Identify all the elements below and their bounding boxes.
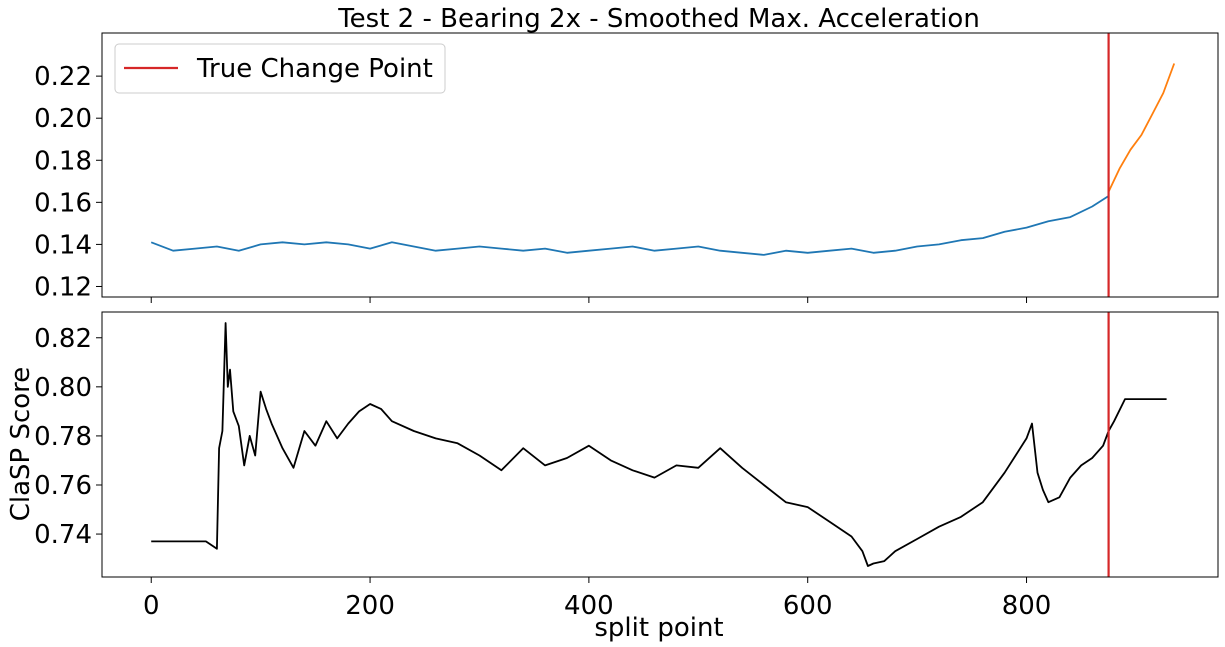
top-series-line-1	[1107, 63, 1176, 193]
bottom-x-tick-label: 400	[564, 591, 614, 621]
legend-label: True Change Point	[196, 54, 433, 84]
bottom-x-ticks: 0 200 400 600 800	[143, 577, 1051, 621]
top-y-tick-label: 0.16	[34, 188, 92, 218]
top-y-ticks: 0.12 0.14 0.16 0.18 0.20 0.22	[34, 62, 102, 302]
bottom-y-ticks: 0.74 0.76 0.78 0.80 0.82	[34, 324, 102, 550]
legend: True Change Point	[114, 43, 446, 94]
top-y-tick-label: 0.20	[34, 104, 92, 134]
chart-title: Test 2 - Bearing 2x - Smoothed Max. Acce…	[337, 4, 980, 34]
bottom-x-tick-label: 200	[345, 591, 395, 621]
top-y-tick-label: 0.12	[34, 272, 92, 302]
bottom-series-group	[151, 322, 1167, 567]
y-axis-label: ClaSP Score	[6, 367, 36, 522]
bottom-y-tick-label: 0.82	[34, 324, 92, 354]
top-series-group	[150, 63, 1176, 256]
top-chart-panel: Test 2 - Bearing 2x - Smoothed Max. Acce…	[34, 4, 1219, 303]
top-axes-frame	[101, 32, 1219, 298]
bottom-y-tick-label: 0.74	[34, 520, 92, 550]
bottom-x-tick-label: 0	[143, 591, 160, 621]
bottom-series-line-0	[151, 322, 1167, 567]
bottom-x-tick-label: 600	[783, 591, 833, 621]
bottom-y-tick-label: 0.80	[34, 373, 92, 403]
bottom-axes-frame	[101, 311, 1219, 578]
top-series-line-0	[150, 195, 1110, 256]
x-axis-label: split point	[594, 613, 723, 643]
top-y-tick-label: 0.22	[34, 62, 92, 92]
bottom-x-tick-label: 800	[1002, 591, 1052, 621]
legend-box	[114, 43, 446, 94]
top-y-tick-label: 0.18	[34, 146, 92, 176]
top-y-tick-label: 0.14	[34, 230, 92, 260]
bottom-y-tick-label: 0.78	[34, 422, 92, 452]
bottom-y-tick-label: 0.76	[34, 471, 92, 501]
bottom-chart-panel: 0.74 0.76 0.78 0.80 0.82 0 200 400 600 800 split…	[6, 311, 1219, 643]
top-x-ticks	[150, 297, 1028, 303]
